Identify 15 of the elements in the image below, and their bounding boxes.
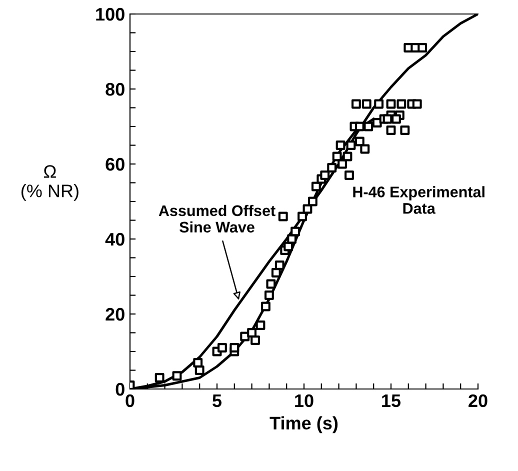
x-axis-title: Time (s) — [270, 416, 338, 434]
y-tick-label: 20 — [106, 308, 124, 321]
y-tick-label: 40 — [105, 232, 124, 246]
y-tick-label: 60 — [106, 158, 124, 171]
y-axis-title: Ω (% NR) — [21, 165, 78, 201]
annotation: Assumed Offset Sine Wave — [158, 204, 276, 233]
y-tick-label: 100 — [96, 8, 124, 21]
x-tick-label: 0 — [126, 394, 134, 408]
x-tick-label: 10 — [295, 394, 314, 408]
y-tick-label: 80 — [106, 82, 124, 96]
annotation: H-46 Experimental Data — [353, 186, 484, 214]
x-tick-label: 15 — [382, 394, 401, 408]
x-tick-label: 5 — [212, 394, 222, 408]
x-tick-label: 20 — [468, 394, 488, 408]
y-tick-label: 0 — [116, 382, 124, 396]
